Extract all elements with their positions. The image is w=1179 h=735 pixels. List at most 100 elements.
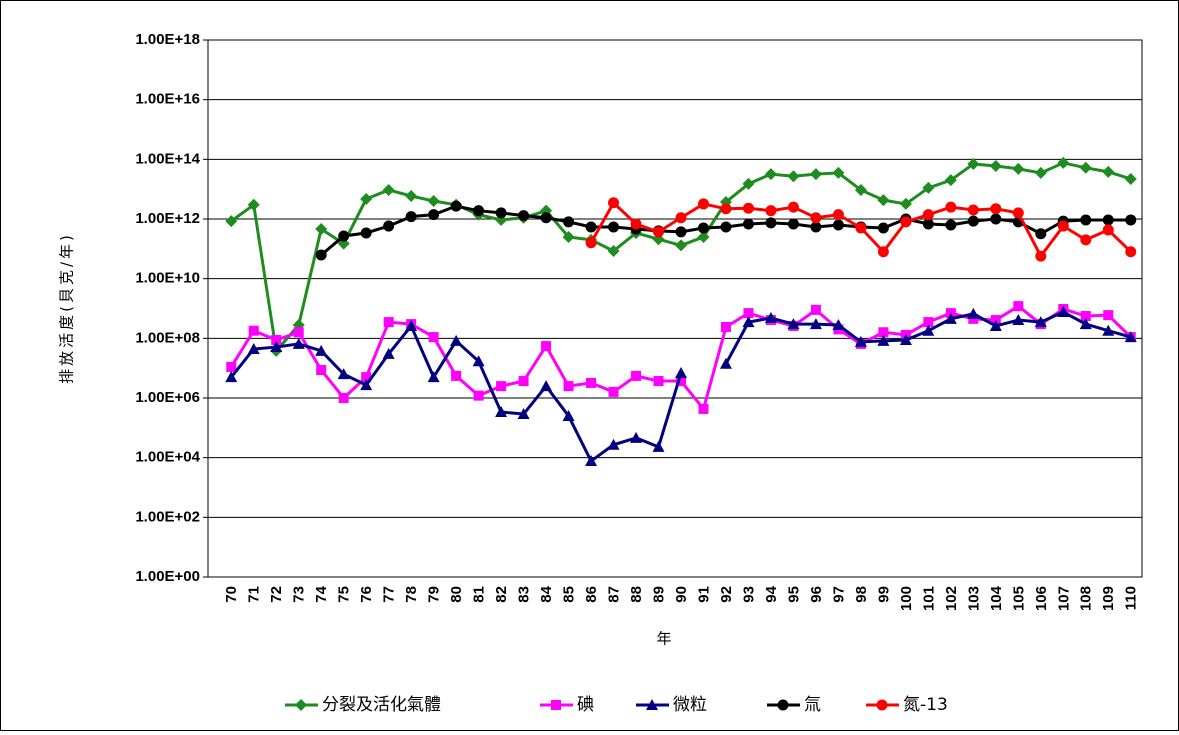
marker [495, 207, 507, 219]
marker [832, 219, 844, 231]
x-tick-label: 76 [358, 586, 375, 603]
marker [337, 368, 350, 380]
marker [1012, 207, 1024, 219]
marker [922, 324, 935, 336]
x-tick-label: 93 [740, 586, 757, 603]
marker [922, 218, 934, 230]
x-tick-label: 89 [650, 586, 667, 603]
marker [742, 218, 754, 230]
marker [295, 699, 307, 711]
marker [923, 317, 934, 328]
marker [787, 218, 799, 230]
x-tick-label: 97 [830, 586, 847, 603]
marker [810, 212, 822, 224]
x-tick-label: 80 [448, 586, 465, 603]
marker [787, 170, 800, 183]
marker [646, 699, 658, 710]
marker [315, 223, 328, 236]
x-tick-label: 86 [583, 586, 600, 603]
marker [518, 376, 529, 387]
y-tick-label: 1.00E+16 [135, 91, 200, 108]
marker [899, 197, 912, 210]
marker [1124, 331, 1137, 343]
x-tick-label: 81 [471, 586, 488, 603]
marker [922, 181, 935, 194]
x-tick-label: 101 [920, 586, 937, 611]
marker [541, 341, 552, 352]
marker [382, 347, 395, 359]
marker [922, 209, 934, 221]
marker [832, 209, 844, 221]
marker [607, 244, 620, 257]
x-tick-label: 95 [785, 586, 802, 603]
marker [809, 168, 822, 181]
marker [1125, 246, 1137, 258]
marker [742, 177, 755, 190]
marker [697, 222, 709, 234]
marker [1079, 161, 1092, 174]
marker [990, 203, 1002, 215]
y-tick-label: 1.00E+06 [135, 389, 200, 406]
marker [777, 699, 789, 711]
marker [428, 209, 440, 221]
marker [360, 379, 373, 391]
x-tick-label: 83 [516, 586, 533, 603]
marker [719, 357, 732, 369]
marker [653, 226, 665, 238]
marker [586, 377, 597, 388]
marker [720, 203, 732, 215]
marker [450, 334, 463, 346]
marker [900, 216, 912, 228]
marker [585, 221, 597, 233]
plot-area [207, 39, 1143, 578]
marker [854, 335, 867, 347]
y-tick-label: 1.00E+14 [135, 150, 200, 167]
marker [630, 218, 642, 230]
marker [652, 440, 665, 452]
marker [1080, 214, 1092, 226]
marker [562, 230, 575, 243]
marker [876, 699, 888, 711]
marker [742, 316, 755, 328]
marker [316, 364, 327, 375]
marker [810, 221, 822, 233]
y-tick-label: 1.00E+04 [135, 449, 200, 466]
marker [1057, 306, 1070, 318]
marker [675, 366, 687, 378]
x-tick-label: 84 [538, 585, 555, 602]
marker [1125, 214, 1137, 226]
marker [337, 237, 350, 250]
marker [1035, 250, 1047, 262]
marker [877, 334, 890, 346]
marker [473, 390, 484, 401]
marker [630, 431, 643, 443]
marker [967, 157, 980, 170]
marker [810, 304, 821, 315]
legend-label: 氚 [804, 695, 821, 715]
marker [675, 212, 687, 224]
x-axis-label: 年 [656, 630, 671, 648]
marker [495, 405, 508, 417]
marker [764, 168, 777, 181]
marker [944, 312, 957, 324]
marker [698, 403, 709, 414]
marker [764, 312, 777, 324]
y-tick-label: 1.00E+10 [135, 270, 200, 287]
x-tick-label: 106 [1033, 586, 1050, 611]
marker [765, 217, 777, 229]
legend-item: 氮-13 [866, 695, 948, 715]
legend-item: 氚 [767, 695, 821, 715]
marker [697, 230, 710, 243]
y-tick-label: 1.00E+18 [135, 31, 200, 48]
marker [540, 380, 553, 392]
marker [967, 215, 979, 227]
marker [945, 201, 957, 213]
marker [473, 205, 485, 217]
marker [720, 321, 731, 332]
marker [945, 219, 957, 231]
legend-label: 分裂及活化氣體 [322, 695, 441, 715]
marker [1102, 214, 1114, 226]
y-tick-label: 1.00E+00 [135, 568, 200, 585]
